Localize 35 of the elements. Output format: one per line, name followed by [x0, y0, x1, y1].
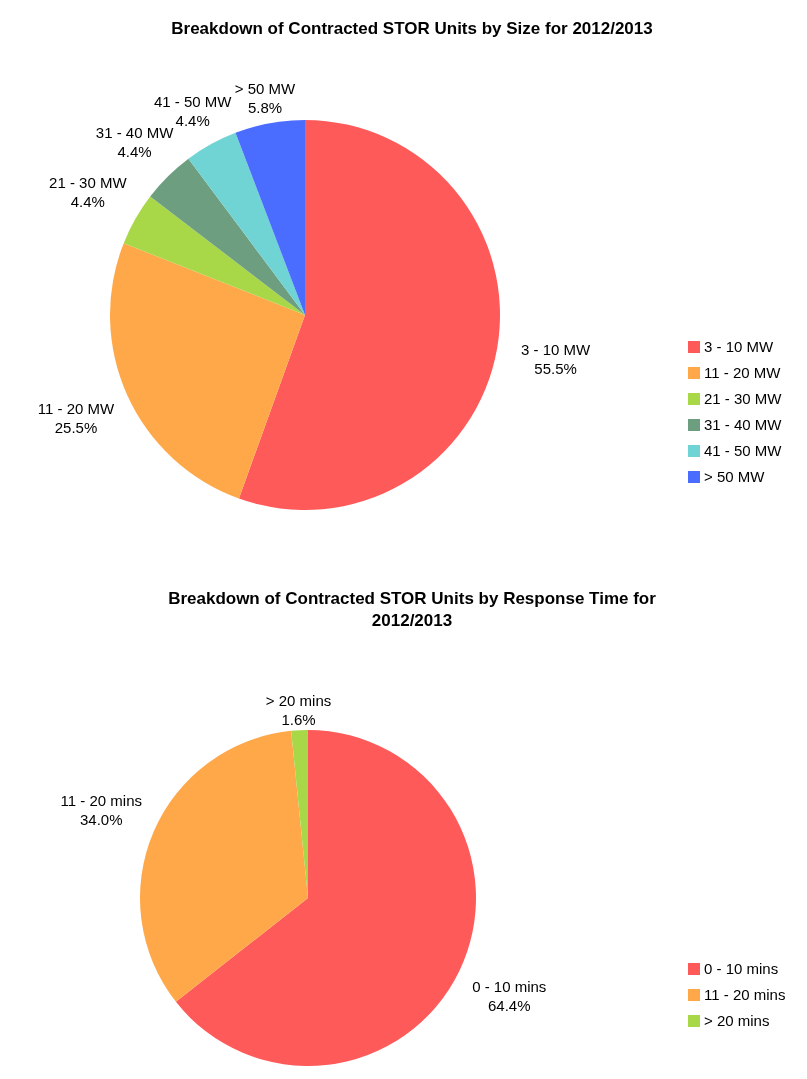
- slice-label: 3 - 10 MW: [520, 340, 592, 358]
- legend-label: 31 - 40 MW: [704, 416, 783, 433]
- data-label: 1.6%: [281, 711, 316, 729]
- data-label: 4.4%: [70, 193, 105, 211]
- data-label: 4.4%: [117, 143, 152, 161]
- slice-label: 21 - 30 MW: [49, 174, 128, 192]
- pie-slice: [150, 158, 305, 315]
- legend-label: > 50 MW: [704, 468, 766, 485]
- data-label: 4.4%: [175, 111, 210, 129]
- legend-label: 21 - 30 MW: [704, 390, 783, 407]
- data-label: 5.8%: [247, 99, 283, 117]
- chart-title: Breakdown of Contracted STOR Units by Response Time for 2012/2013: [168, 589, 657, 630]
- data-label: 25.5%: [54, 419, 98, 437]
- data-label: 55.5%: [534, 359, 577, 377]
- slice-label: 11 - 20 MW: [37, 400, 116, 418]
- legend-label: 3 - 10 MW: [704, 338, 775, 355]
- pie-slice: [235, 120, 305, 315]
- data-label: 64.4%: [487, 996, 531, 1014]
- slice-label: 41 - 50 MW: [153, 92, 233, 110]
- data-label: 34.0%: [80, 811, 123, 829]
- pie-slice: [238, 120, 500, 510]
- legend-label: 11 - 20 mins: [704, 986, 786, 1003]
- slice-label: 31 - 40 MW: [95, 124, 175, 142]
- pie-slice: [123, 196, 305, 315]
- slice-label: > 20 mins: [265, 692, 332, 710]
- pie-slice: [188, 132, 305, 315]
- pie-slice: [140, 730, 308, 1002]
- legend-label: > 20 mins: [704, 1012, 770, 1029]
- slice-label: 0 - 10 mins: [472, 977, 547, 995]
- slice-label: 11 - 20 mins: [60, 792, 142, 810]
- legend-label: 41 - 50 MW: [704, 442, 783, 459]
- slice-label: > 50 MW: [234, 80, 297, 98]
- legend-label: 11 - 20 MW: [704, 364, 782, 381]
- chart-title: Breakdown of Contracted STOR Units by Size for 2012/2013: [171, 19, 653, 38]
- legend-label: 0 - 10 mins: [704, 960, 779, 977]
